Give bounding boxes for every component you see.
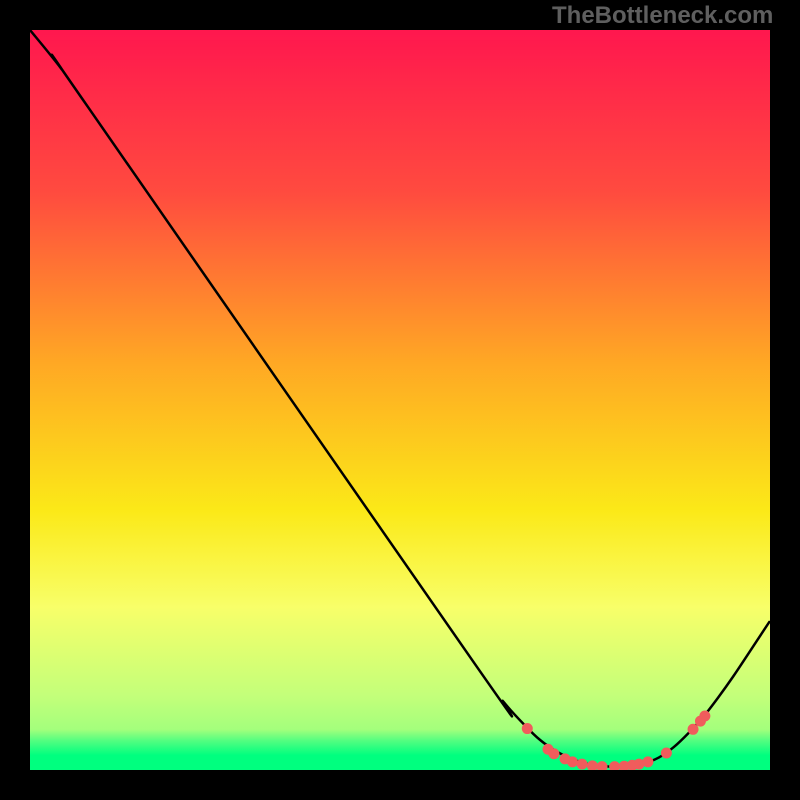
chart-plot-area (30, 30, 770, 770)
marker-dot (597, 762, 607, 770)
marker-dot (634, 759, 644, 769)
marker-dot (567, 757, 577, 767)
marker-dot (610, 762, 620, 770)
marker-dot (700, 711, 710, 721)
marker-dot (577, 759, 587, 769)
marker-dot (643, 757, 653, 767)
marker-dot (522, 724, 532, 734)
chart-background (30, 30, 770, 770)
marker-dot (587, 761, 597, 770)
watermark-text: TheBottleneck.com (552, 2, 773, 30)
chart-svg (30, 30, 770, 770)
marker-dot (549, 749, 559, 759)
marker-dot (688, 724, 698, 734)
marker-dot (661, 748, 671, 758)
